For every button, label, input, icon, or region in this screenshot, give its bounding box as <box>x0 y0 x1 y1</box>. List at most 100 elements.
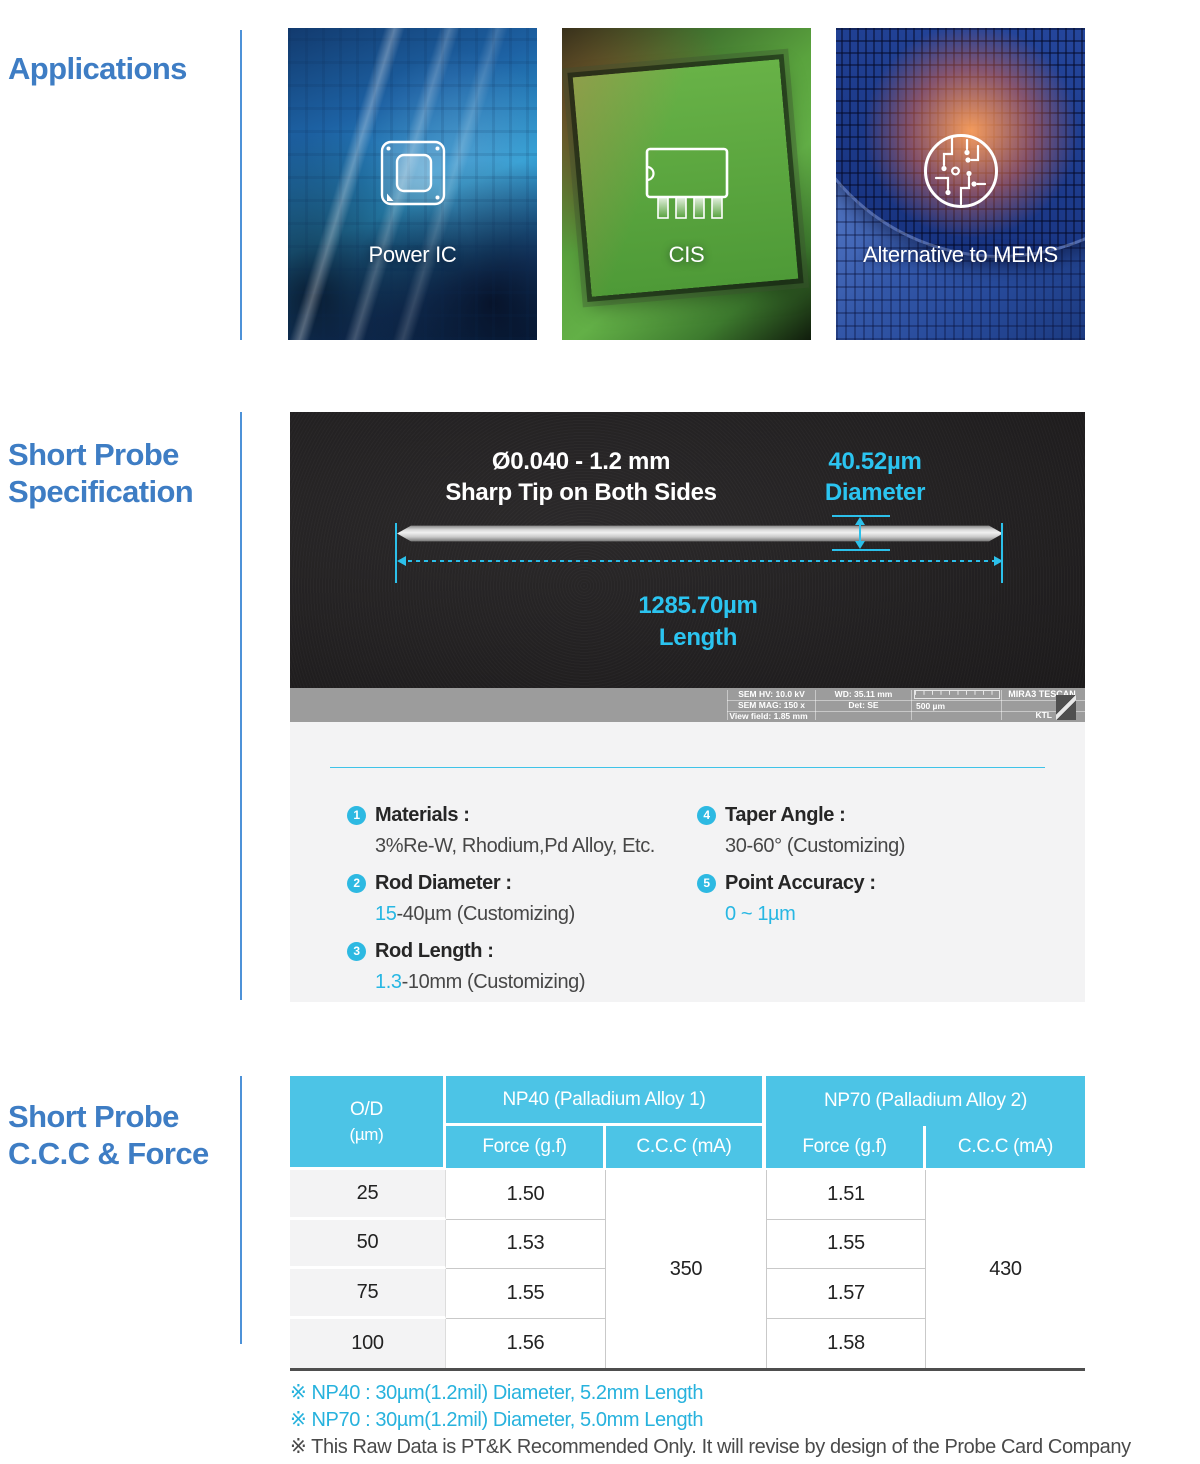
od-cell: 25 <box>290 1170 446 1220</box>
col-header-ccc: C.C.C (mA) <box>926 1126 1085 1170</box>
spec-value: 30-60° (Customizing) <box>725 835 906 857</box>
spec-label: Taper Angle : <box>725 804 846 826</box>
title-line: C.C.C & Force <box>8 1135 209 1171</box>
probe-rod <box>397 525 1003 542</box>
col-header-np70: NP70 (Palladium Alloy 2) <box>766 1076 1085 1126</box>
sem-hv: SEM HV: 10.0 kV <box>738 689 805 699</box>
number-badge: 5 <box>697 873 716 893</box>
spec-value: -40µm (Customizing) <box>396 903 575 925</box>
dimension-line <box>1001 523 1003 583</box>
spec-item-rod-length: 3 Rod Length : 1.3-10mm (Customizing) <box>347 938 682 995</box>
col-header-od: O/D (µm) <box>290 1076 446 1170</box>
diameter-callout: 40.52µm Diameter <box>790 446 960 508</box>
application-card-mems: Alternative to MEMS <box>836 28 1085 340</box>
spec-label: Point Accuracy : <box>725 872 876 894</box>
force-cell: 1.55 <box>766 1219 926 1269</box>
sem-vendor: MIRA3 TESCAN <box>1008 689 1076 699</box>
length-value: 1285.70µm <box>638 592 758 619</box>
section-divider <box>240 30 242 340</box>
application-card-power-ic: Power IC <box>288 28 537 340</box>
ccc-merged-cell-np70: 430 <box>926 1170 1085 1368</box>
sem-watermark: KTL <box>1035 710 1052 720</box>
arrow-up-icon <box>855 517 865 525</box>
od-cell: 50 <box>290 1219 446 1269</box>
spec-column-right: 4 Taper Angle : 30-60° (Customizing) 5 P… <box>697 802 1042 938</box>
title-line: Short Probe <box>8 436 179 472</box>
force-cell: 1.58 <box>766 1318 926 1368</box>
arrow-right-icon <box>994 556 1003 566</box>
probe-diameter-range: Ø0.040 - 1.2 mm <box>491 448 671 475</box>
number-badge: 1 <box>347 805 366 825</box>
spec-list-panel: 1 Materials : 3%Re-W, Rhodium,Pd Alloy, … <box>290 722 1085 1002</box>
light-streaks <box>288 28 537 340</box>
title-line: Specification <box>8 473 194 509</box>
divider-line <box>330 767 1045 768</box>
length-callout: 1285.70µm Length <box>598 590 798 654</box>
spec-value: 3%Re-W, Rhodium,Pd Alloy, Etc. <box>375 835 655 857</box>
probe-annotation: Ø0.040 - 1.2 mm Sharp Tip on Both Sides <box>386 446 776 508</box>
circuit-board-texture <box>288 28 537 340</box>
number-badge: 3 <box>347 941 366 961</box>
ccc-merged-cell-np40: 350 <box>606 1170 766 1368</box>
od-cell: 100 <box>290 1318 446 1368</box>
spec-label: Rod Length : <box>375 940 494 962</box>
ccc-force-table: O/D (µm) NP40 (Palladium Alloy 1) NP70 (… <box>290 1076 1085 1371</box>
dimension-line <box>395 523 397 583</box>
probe-tip-note: Sharp Tip on Both Sides <box>445 479 717 506</box>
diameter-label: Diameter <box>824 479 926 506</box>
sem-scale-ruler <box>914 690 1000 699</box>
spec-label: Materials : <box>375 804 470 826</box>
col-header-np40: NP40 (Palladium Alloy 1) <box>446 1076 766 1126</box>
arrow-down-icon <box>855 541 865 549</box>
col-header-force: Force (g.f) <box>766 1126 926 1170</box>
spec-item-rod-diameter: 2 Rod Diameter : 15-40µm (Customizing) <box>347 870 682 927</box>
application-label: Power IC <box>368 242 457 267</box>
diameter-bracket <box>832 549 890 551</box>
spec-item-point-accuracy: 5 Point Accuracy : 0 ~ 1µm <box>697 870 1042 927</box>
col-header-force: Force (g.f) <box>446 1126 606 1170</box>
length-dimension-line <box>400 560 1000 562</box>
applications-title: Applications <box>8 50 187 86</box>
footnote-np40: ※ NP40 : 30µm(1.2mil) Diameter, 5.2mm Le… <box>290 1382 704 1404</box>
cis-package-icon <box>639 146 735 225</box>
sem-mag: SEM MAG: 150 x <box>737 700 806 710</box>
force-cell: 1.53 <box>446 1219 606 1269</box>
footnote-np70: ※ NP70 : 30µm(1.2mil) Diameter, 5.0mm Le… <box>290 1409 704 1431</box>
force-cell: 1.57 <box>766 1269 926 1319</box>
spec-section-title: Short Probe Specification <box>8 436 194 510</box>
force-cell: 1.50 <box>446 1170 606 1220</box>
mems-circuit-icon <box>922 132 1000 215</box>
spec-item-taper-angle: 4 Taper Angle : 30-60° (Customizing) <box>697 802 1042 859</box>
application-label: CIS <box>668 242 705 267</box>
spec-column-left: 1 Materials : 3%Re-W, Rhodium,Pd Alloy, … <box>347 802 682 1006</box>
force-cell: 1.56 <box>446 1318 606 1368</box>
spec-value: -10mm (Customizing) <box>401 971 586 993</box>
sem-info-bar: SEM HV: 10.0 kV SEM MAG: 150 x View fiel… <box>290 688 1085 722</box>
table-section-title: Short Probe C.C.C & Force <box>8 1098 209 1172</box>
diameter-arrow <box>859 524 861 542</box>
number-badge: 4 <box>697 805 716 825</box>
od-cell: 75 <box>290 1269 446 1319</box>
title-line: Short Probe <box>8 1098 179 1134</box>
spec-item-materials: 1 Materials : 3%Re-W, Rhodium,Pd Alloy, … <box>347 802 682 859</box>
col-header-ccc: C.C.C (mA) <box>606 1126 766 1170</box>
force-cell: 1.55 <box>446 1269 606 1319</box>
application-card-cis: CIS <box>562 28 811 340</box>
sem-probe-image: Ø0.040 - 1.2 mm Sharp Tip on Both Sides … <box>290 412 1085 688</box>
power-ic-chip-icon <box>380 140 446 211</box>
force-cell: 1.51 <box>766 1170 926 1220</box>
sem-scale-label: 500 µm <box>916 701 945 711</box>
spec-label: Rod Diameter : <box>375 872 512 894</box>
diameter-bracket <box>832 515 890 517</box>
footnote-disclaimer: ※ This Raw Data is PT&K Recommended Only… <box>290 1436 1131 1458</box>
length-label: Length <box>658 624 738 651</box>
arrow-left-icon <box>397 556 406 566</box>
section-divider <box>240 1076 242 1344</box>
diameter-value: 40.52µm <box>828 448 922 475</box>
footnotes: ※ NP40 : 30µm(1.2mil) Diameter, 5.2mm Le… <box>290 1380 1131 1461</box>
pen-icon <box>1056 695 1076 720</box>
sem-view-field: View field: 1.85 mm <box>729 711 808 721</box>
sem-det: Det: SE <box>848 700 879 710</box>
number-badge: 2 <box>347 873 366 893</box>
